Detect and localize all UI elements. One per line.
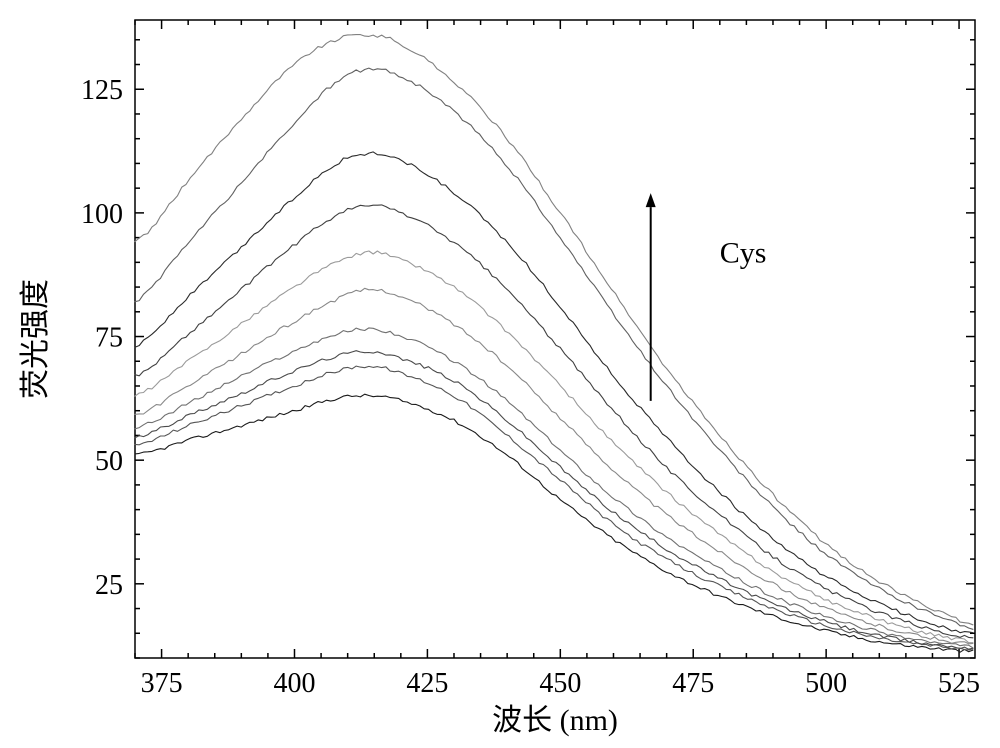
x-tick-label: 375 [141,668,183,699]
cys-arrow-head [646,193,656,207]
y-tick-label: 100 [81,199,123,230]
x-tick-label: 475 [672,668,714,699]
y-axis-label: 荧光强度 [19,279,52,399]
spectrum-curve [135,205,973,638]
x-tick-label: 400 [273,668,315,699]
x-axis-label: 波长 (nm) [492,704,618,737]
x-tick-label: 500 [805,668,847,699]
spectrum-curve [135,68,973,629]
y-tick-label: 125 [81,75,123,106]
spectrum-curve [135,251,973,643]
spectrum-curve [135,328,973,648]
spectrum-curve [135,394,973,652]
x-tick-label: 450 [539,668,581,699]
y-tick-label: 75 [95,323,123,354]
spectra-chart: 375 400 425 450 475 500 525 波长 (nm) 25 50 75 100 125… [0,0,1000,748]
chart-svg: 375 400 425 450 475 500 525 波长 (nm) 25 50 75 100 125… [0,0,1000,748]
spectrum-curve [135,351,973,650]
x-tick-label: 525 [938,668,980,699]
cys-label: Cys [720,236,767,269]
y-tick-label: 50 [95,446,123,477]
x-tick-label: 425 [406,668,448,699]
spectrum-curve [135,35,973,625]
y-tick-label: 25 [95,570,123,601]
spectrum-curve [135,366,973,650]
